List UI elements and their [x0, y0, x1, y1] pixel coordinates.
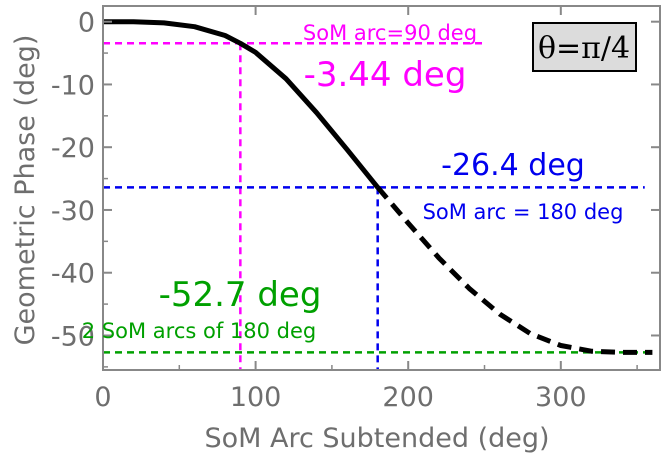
annotation-90-note: SoM arc=90 deg	[303, 21, 477, 45]
guide-lines-layer	[103, 42, 653, 370]
y-tick-label: -20	[51, 133, 95, 164]
annotation-90-value-label: -3.44 deg	[304, 55, 467, 95]
text-layer: 0 100 200 300 0 -10 -20 -30 -40 -50 -3.44 deg SoM a…	[51, 8, 624, 413]
inset-label: θ=π/4	[538, 31, 630, 66]
series-layer	[102, 19, 653, 355]
y-tick-label: -40	[51, 259, 95, 290]
annotation-2x180-value-label: -52.7 deg	[159, 275, 322, 315]
x-axis-title: SoM Arc Subtended (deg)	[204, 423, 549, 454]
annotation-180-value-label: -26.4 deg	[441, 148, 585, 183]
series-line-solid	[102, 19, 380, 189]
y-tick-label: -10	[51, 70, 95, 101]
annotation-2x180-note: 2 SoM arcs of 180 deg	[82, 319, 316, 343]
plot-frame	[102, 5, 661, 371]
inset-label-box: θ=π/4	[532, 22, 637, 72]
x-tick-label: 300	[535, 382, 587, 413]
x-tick-label: 100	[230, 382, 282, 413]
x-tick-label: 0	[94, 382, 111, 413]
y-tick-label: -30	[51, 196, 95, 227]
series-line-dashed	[375, 185, 653, 355]
ticks-layer	[102, 6, 660, 370]
y-tick-label: 0	[78, 8, 95, 39]
annotation-180-note: SoM arc = 180 deg	[423, 200, 624, 224]
y-tick-label: -50	[51, 321, 95, 352]
x-tick-label: 200	[382, 382, 434, 413]
y-axis-title: Geometric Phase (deg)	[10, 35, 41, 346]
